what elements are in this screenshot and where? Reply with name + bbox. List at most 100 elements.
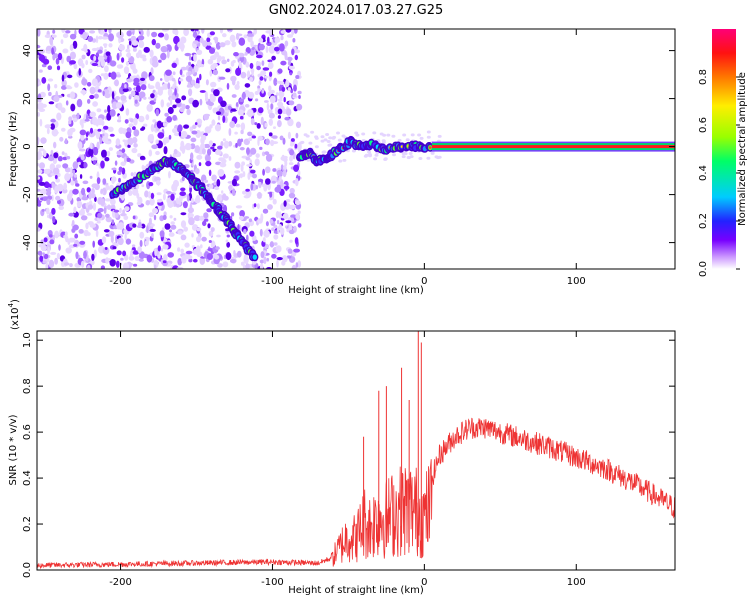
noise-speckle [81, 122, 84, 129]
noise-speckle [437, 134, 442, 138]
noise-speckle [207, 223, 211, 229]
noise-speckle [203, 113, 211, 117]
noise-speckle [71, 219, 75, 227]
noise-speckle [219, 29, 224, 34]
noise-speckle [43, 253, 49, 260]
noise-speckle [273, 230, 278, 234]
noise-speckle [133, 77, 140, 84]
noise-speckle [170, 224, 177, 230]
noise-speckle [91, 62, 99, 67]
noise-speckle [295, 178, 299, 187]
noise-speckle [174, 88, 177, 96]
noise-speckle [81, 187, 86, 196]
noise-speckle [176, 151, 182, 157]
noise-speckle [104, 247, 108, 250]
noise-speckle [239, 147, 245, 151]
noise-speckle [270, 103, 273, 110]
noise-speckle [267, 36, 270, 44]
noise-speckle [168, 232, 175, 237]
noise-speckle [185, 250, 193, 255]
noise-speckle [115, 260, 120, 268]
noise-speckle [246, 147, 250, 155]
noise-speckle [152, 119, 157, 123]
noise-speckle [39, 118, 43, 127]
noise-speckle [201, 236, 207, 242]
noise-speckle [119, 207, 122, 214]
noise-speckle [247, 131, 253, 137]
noise-speckle [144, 190, 149, 198]
noise-speckle [80, 89, 87, 95]
noise-speckle [214, 51, 220, 58]
noise-speckle [266, 257, 270, 262]
noise-speckle [163, 122, 168, 127]
noise-speckle [191, 79, 196, 86]
noise-speckle [126, 157, 131, 162]
noise-speckle [256, 203, 260, 210]
noise-speckle [283, 200, 287, 207]
noise-speckle [52, 216, 56, 223]
noise-speckle [235, 123, 241, 128]
noise-speckle [327, 143, 332, 147]
noise-speckle [277, 98, 283, 102]
noise-speckle [289, 72, 293, 76]
noise-speckle [86, 264, 91, 269]
noise-speckle [44, 34, 51, 39]
noise-speckle [155, 81, 161, 90]
noise-speckle [43, 237, 48, 243]
noise-speckle [278, 90, 285, 98]
noise-speckle [245, 263, 250, 269]
noise-speckle [254, 122, 258, 126]
noise-speckle [295, 121, 302, 129]
noise-speckle [274, 46, 280, 52]
noise-speckle [290, 138, 295, 142]
noise-speckle [101, 135, 109, 143]
noise-speckle [125, 108, 130, 116]
noise-speckle [180, 36, 187, 44]
noise-speckle [94, 196, 97, 202]
noise-speckle [37, 202, 42, 207]
snr-x-label: Height of straight line (km) [288, 585, 424, 596]
noise-speckle [51, 128, 59, 137]
noise-speckle [188, 217, 195, 226]
noise-speckle [286, 255, 292, 259]
noise-speckle [271, 55, 276, 61]
noise-speckle [88, 191, 92, 200]
noise-speckle [166, 116, 173, 123]
noise-speckle [97, 208, 104, 213]
noise-speckle [294, 237, 299, 245]
noise-speckle [132, 68, 138, 74]
noise-speckle [391, 134, 396, 138]
noise-speckle [102, 246, 110, 255]
colorbar-tick-label: 0.2 [698, 213, 709, 229]
noise-speckle [180, 74, 185, 78]
noise-speckle [249, 147, 257, 155]
noise-speckle [287, 118, 294, 127]
noise-speckle [258, 178, 264, 182]
noise-speckle [410, 133, 415, 137]
noise-speckle [91, 156, 98, 162]
noise-speckle [141, 126, 146, 130]
noise-speckle [164, 112, 169, 117]
colorbar-tick-label: 0.4 [698, 165, 709, 181]
noise-speckle [217, 55, 222, 62]
noise-speckle [82, 180, 89, 185]
noise-speckle [341, 134, 346, 138]
noise-speckle [179, 78, 184, 82]
noise-speckle [148, 212, 155, 218]
noise-speckle [47, 78, 54, 82]
noise-speckle [351, 149, 356, 153]
noise-speckle [271, 141, 279, 145]
noise-speckle [100, 265, 105, 269]
noise-speckle [269, 191, 273, 198]
noise-speckle [53, 95, 60, 103]
noise-speckle [218, 76, 226, 80]
noise-speckle [287, 131, 291, 140]
noise-speckle [117, 237, 124, 246]
noise-speckle [87, 204, 94, 210]
noise-speckle [294, 54, 298, 61]
noise-speckle [86, 212, 93, 216]
noise-speckle [224, 40, 231, 46]
noise-speckle [51, 34, 57, 38]
